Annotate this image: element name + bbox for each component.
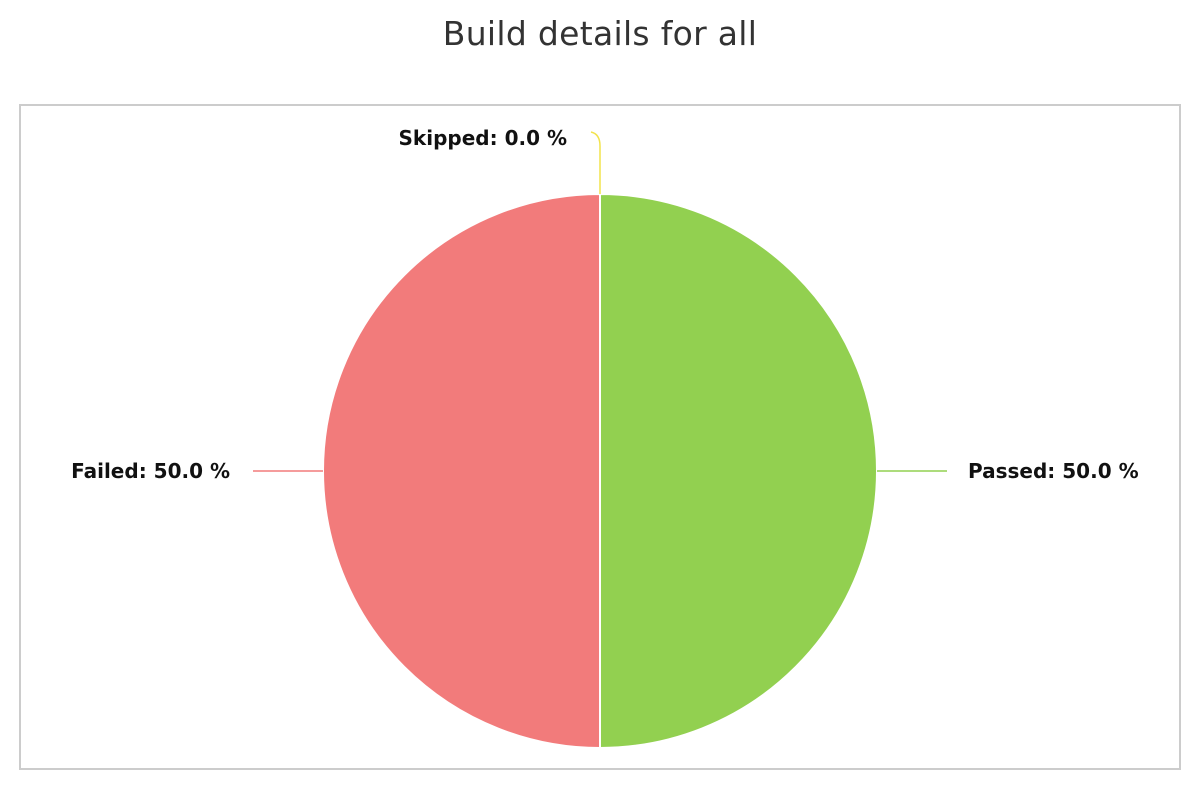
chart-title: Build details for all: [442, 14, 758, 53]
pie-labels: Passed: 50.0 % Failed: 50.0 % Skipped: 0.0…: [71, 126, 1139, 483]
pie-slice-failed[interactable]: [322, 193, 601, 749]
slice-label-passed: Passed: 50.0 %: [968, 459, 1139, 483]
slice-label-skipped: Skipped: 0.0 %: [399, 126, 567, 150]
connector-skipped: [590, 131, 601, 194]
slice-label-failed: Failed: 50.0 %: [71, 459, 230, 483]
pie-slices: [322, 193, 878, 749]
pie-slice-passed[interactable]: [599, 193, 878, 749]
